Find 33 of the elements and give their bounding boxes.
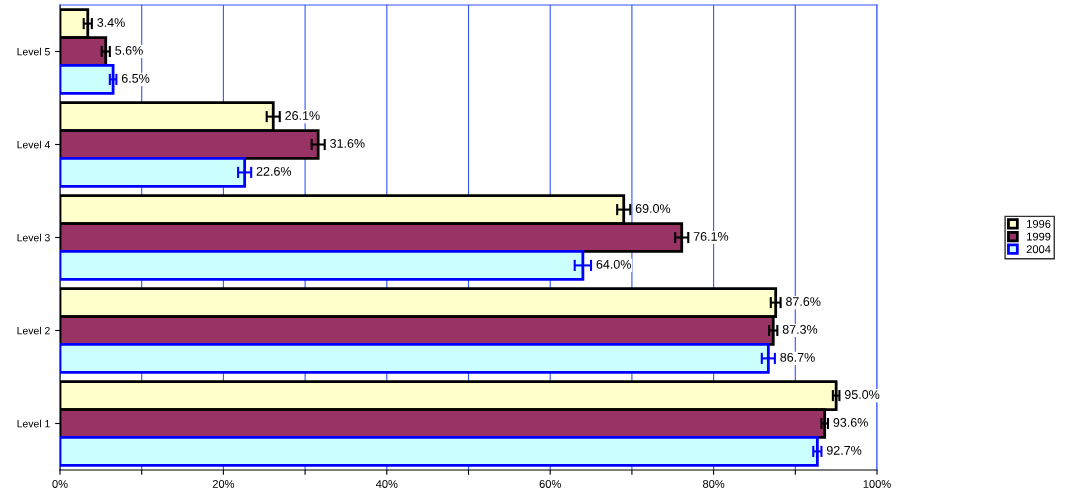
data-label: 87.6% <box>786 297 821 306</box>
data-label: 86.7% <box>780 352 815 362</box>
data-label: 6.5% <box>121 73 150 83</box>
bar <box>60 436 819 467</box>
bar <box>60 157 247 188</box>
data-label: 5.6% <box>115 46 143 55</box>
data-label: 87.3% <box>782 325 818 334</box>
x-tick-label: 40% <box>375 480 398 488</box>
data-label: 31.6% <box>330 139 365 148</box>
y-tick-label: Level 3 <box>17 233 50 242</box>
bar <box>60 64 115 95</box>
y-tick-label: Level 5 <box>17 47 50 56</box>
bar <box>60 343 770 374</box>
data-label: 76.1% <box>693 232 729 241</box>
data-label: 64.0% <box>596 259 631 269</box>
data-label: 69.0% <box>635 204 671 213</box>
data-label: 22.6% <box>256 166 292 176</box>
legend-label: 1999 <box>1027 232 1051 241</box>
x-tick-label: 60% <box>539 480 561 488</box>
y-tick-label: Level 2 <box>17 326 50 335</box>
data-label: 95.0% <box>844 390 880 399</box>
data-label: 92.7% <box>826 445 862 455</box>
data-label: 26.1% <box>285 111 320 120</box>
data-label: 3.4% <box>97 18 125 27</box>
legend-label: 1996 <box>1027 220 1051 228</box>
y-tick-label: Level 1 <box>17 419 50 428</box>
x-tick-label: 0% <box>52 480 68 488</box>
legend-label: 2004 <box>1026 245 1051 254</box>
y-tick-label: Level 4 <box>17 140 50 149</box>
x-tick-label: 20% <box>212 480 235 488</box>
x-tick-label: 100% <box>863 480 891 488</box>
x-tick-label: 80% <box>702 480 725 488</box>
data-label: 93.6% <box>833 418 868 427</box>
